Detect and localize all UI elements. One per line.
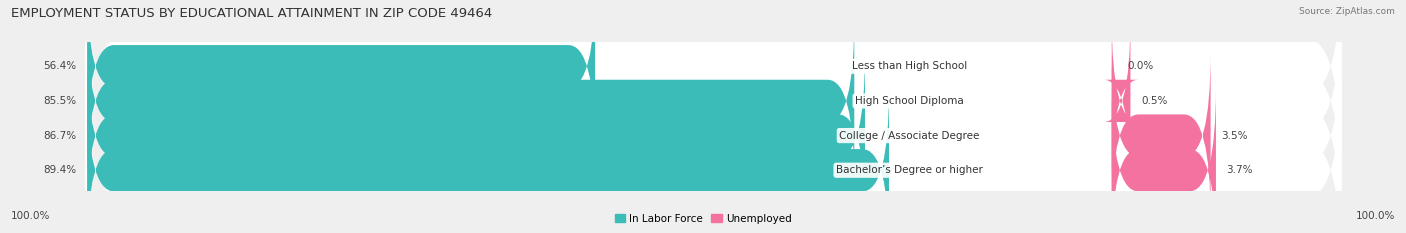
FancyBboxPatch shape — [1112, 87, 1216, 233]
FancyBboxPatch shape — [87, 0, 595, 149]
Text: 100.0%: 100.0% — [1355, 211, 1395, 221]
Text: 85.5%: 85.5% — [44, 96, 77, 106]
Text: 56.4%: 56.4% — [44, 61, 77, 71]
Text: High School Diploma: High School Diploma — [855, 96, 965, 106]
FancyBboxPatch shape — [1104, 18, 1139, 184]
Text: 86.7%: 86.7% — [44, 130, 77, 140]
FancyBboxPatch shape — [86, 25, 1341, 233]
FancyBboxPatch shape — [87, 18, 855, 184]
Legend: In Labor Force, Unemployed: In Labor Force, Unemployed — [610, 209, 796, 228]
Text: 0.5%: 0.5% — [1142, 96, 1167, 106]
Text: College / Associate Degree: College / Associate Degree — [839, 130, 980, 140]
FancyBboxPatch shape — [1112, 53, 1211, 219]
Text: Bachelor’s Degree or higher: Bachelor’s Degree or higher — [837, 165, 983, 175]
FancyBboxPatch shape — [86, 0, 1341, 177]
Text: 89.4%: 89.4% — [44, 165, 77, 175]
Text: 3.7%: 3.7% — [1226, 165, 1253, 175]
Text: 3.5%: 3.5% — [1222, 130, 1247, 140]
Text: 100.0%: 100.0% — [11, 211, 51, 221]
Text: EMPLOYMENT STATUS BY EDUCATIONAL ATTAINMENT IN ZIP CODE 49464: EMPLOYMENT STATUS BY EDUCATIONAL ATTAINM… — [11, 7, 492, 20]
FancyBboxPatch shape — [87, 53, 865, 219]
FancyBboxPatch shape — [87, 87, 889, 233]
Text: Less than High School: Less than High School — [852, 61, 967, 71]
FancyBboxPatch shape — [86, 0, 1341, 212]
Text: 0.0%: 0.0% — [1128, 61, 1154, 71]
FancyBboxPatch shape — [86, 60, 1341, 233]
Text: Source: ZipAtlas.com: Source: ZipAtlas.com — [1299, 7, 1395, 16]
